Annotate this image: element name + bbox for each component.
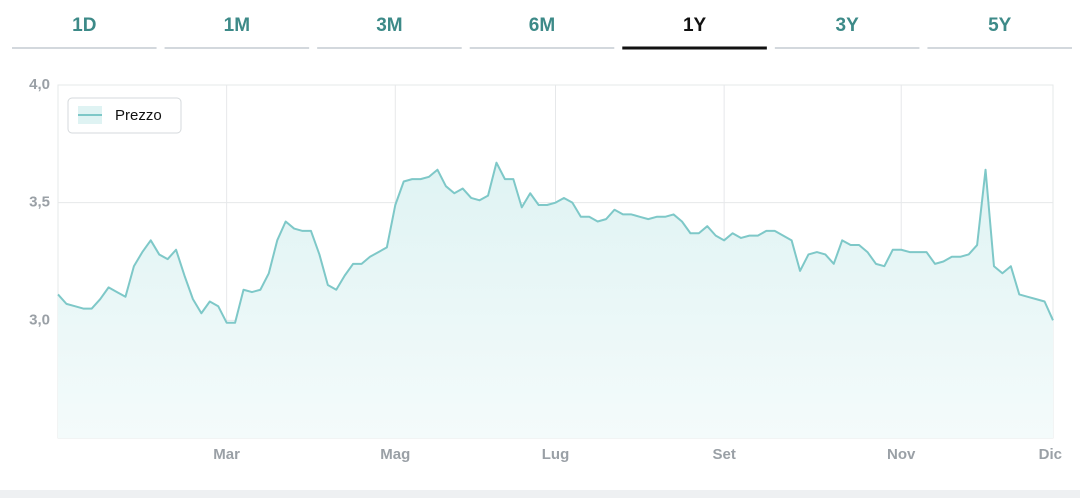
- x-tick-label: Set: [712, 446, 735, 463]
- tab-label[interactable]: 1M: [224, 15, 250, 36]
- x-tick-label: Lug: [542, 446, 570, 463]
- y-tick-label: 3,0: [29, 311, 50, 328]
- tab-label[interactable]: 6M: [529, 15, 555, 36]
- tab-label[interactable]: 3M: [376, 15, 402, 36]
- area: [58, 162, 1053, 438]
- plot: 3,0 3,5 4,0 Mar Mag Lug Set Nov Dic Prezzo: [29, 76, 1062, 463]
- line: [57, 161, 1054, 324]
- x-tick-label: Mar: [213, 446, 240, 463]
- tab-label[interactable]: 1D: [72, 15, 96, 36]
- tab-bar: 1D 1M 3M 6M 1Y 3Y 5Y: [12, 15, 1072, 50]
- tab-label[interactable]: 1Y: [683, 15, 707, 36]
- x-tick-label: Mag: [380, 446, 410, 463]
- bottom-strip: [0, 490, 1080, 498]
- x-tick-label: Dic: [1039, 446, 1062, 463]
- y-tick-label: 3,5: [29, 194, 50, 211]
- legend-label: Prezzo: [115, 107, 162, 124]
- tab-label[interactable]: 5Y: [988, 15, 1012, 36]
- y-tick-label: 4,0: [29, 76, 50, 93]
- tab-label[interactable]: 3Y: [836, 15, 860, 36]
- x-tick-label: Nov: [887, 446, 916, 463]
